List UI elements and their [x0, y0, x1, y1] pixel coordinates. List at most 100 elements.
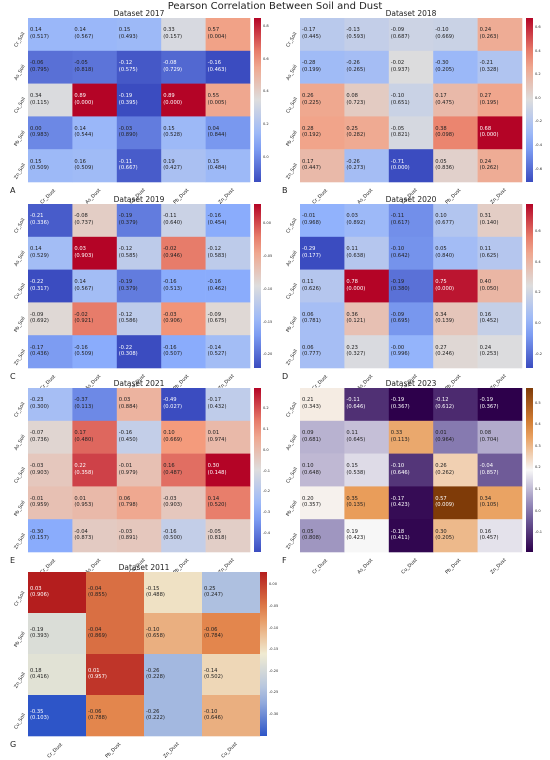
heatmap-cell: [388, 420, 434, 454]
heatmap-cell: [477, 18, 523, 52]
heatmap-cell: [388, 83, 434, 117]
cell-value-label: -0.10 (0.646): [390, 463, 410, 476]
cell-value-label: 0.09 (0.681): [302, 430, 321, 443]
heatmap-cell: [116, 486, 162, 520]
cell-value-label: -0.16 (0.513): [163, 279, 183, 292]
cell-value-label: -0.37 (0.113): [74, 397, 94, 410]
heatmap-cell: [86, 654, 145, 696]
heatmap-cell: [72, 83, 118, 117]
heatmap-cell: [477, 269, 523, 303]
colorbar-tick-label: -0.05: [269, 604, 279, 609]
panel-letter: F: [282, 556, 287, 565]
heatmap-cell: [433, 18, 478, 52]
cell-value-label: -0.19 (0.395): [118, 93, 138, 106]
heatmap-cell: [433, 269, 478, 303]
heatmap-panel-c: Dataset 2019 C -0.21 (0.336) -0.08 (0.737) -…: [10, 195, 276, 392]
heatmap-cell: [161, 335, 206, 369]
cell-value-label: 0.78 (0.000): [346, 279, 366, 292]
heatmap-cell: [161, 236, 206, 270]
heatmap-cell: [72, 335, 118, 369]
colorbar-tick-label: -0.2: [535, 351, 543, 356]
cell-value-label: 0.57 (0.009): [435, 495, 455, 509]
cell-value-label: 0.05 (0.840): [435, 246, 455, 259]
cell-value-label: 0.16 (0.487): [163, 463, 183, 476]
cell-value-label: -0.03 (0.891): [118, 528, 138, 542]
heatmap-svg: [28, 388, 261, 553]
cell-value-label: 0.34 (0.139): [435, 311, 455, 325]
cell-value-label: 0.16 (0.452): [479, 311, 499, 325]
colorbar-tick-label: -0.1: [535, 530, 543, 535]
cell-value-label: -0.16 (0.507): [163, 344, 183, 358]
heatmap-cell: [388, 388, 434, 422]
cell-value-label: -0.35 (0.103): [30, 708, 49, 722]
heatmap-cell: [433, 116, 478, 150]
heatmap-cell: [161, 453, 206, 487]
colorbar-tick-label: 0.0: [535, 508, 541, 513]
cell-value-label: 0.20 (0.357): [302, 495, 321, 509]
heatmap-cell: [388, 335, 434, 369]
heatmap-cell: [144, 613, 203, 655]
heatmap-cell: [116, 302, 162, 336]
heatmap-cell: [477, 83, 523, 117]
colorbar-tick-label: 0.4: [535, 422, 541, 427]
heatmap-cell: [433, 453, 478, 487]
heatmap-cell: [433, 302, 478, 336]
colorbar-tick-label: -0.3: [263, 510, 271, 515]
cell-value-label: 0.30 (0.148): [207, 463, 227, 476]
cell-value-label: 0.05 (0.808): [302, 528, 321, 542]
heatmap-cell: [344, 149, 390, 183]
heatmap-cell: [28, 695, 87, 737]
colorbar-tick-label: 0.4: [535, 259, 541, 264]
panel-title: Dataset 2011: [118, 563, 170, 572]
panel-letter: B: [282, 186, 288, 195]
heatmap-cell: [161, 269, 206, 303]
colorbar-tick-label: -0.6: [535, 166, 543, 171]
cell-value-label: -0.17 (0.436): [30, 344, 49, 358]
heatmap-cell: [477, 236, 523, 270]
heatmap-cell: [28, 654, 87, 696]
heatmap-cell: [205, 116, 251, 150]
heatmap-cell: [300, 388, 345, 422]
cell-value-label: -0.12 (0.586): [118, 311, 138, 325]
cell-value-label: 0.25 (0.247): [204, 585, 223, 599]
colorbar-tick-label: 0.2: [535, 72, 541, 77]
cell-value-label: -0.19 (0.367): [390, 397, 410, 410]
cell-value-label: -0.11 (0.640): [163, 213, 183, 226]
heatmap-cell: [72, 236, 118, 270]
cell-value-label: -0.10 (0.669): [435, 27, 455, 40]
panel-title: Dataset 2017: [113, 9, 165, 18]
colorbar-tick-label: 0.00: [269, 582, 278, 587]
heatmap-cell: [28, 335, 73, 369]
cell-value-label: -0.05 (0.821): [390, 125, 410, 139]
heatmap-cell: [388, 486, 434, 520]
cell-value-label: 0.57 (0.004): [207, 27, 227, 40]
cell-value-label: -0.07 (0.736): [30, 430, 49, 443]
heatmap-cell: [72, 453, 118, 487]
colorbar-tick-label: 0.4: [263, 89, 269, 94]
cell-value-label: 0.11 (0.638): [346, 246, 366, 259]
heatmap-cell: [116, 116, 162, 150]
cell-value-label: 0.01 (0.974): [207, 430, 227, 443]
cell-value-label: 0.08 (0.723): [346, 93, 366, 106]
cell-value-label: 0.04 (0.844): [207, 125, 227, 139]
cell-value-label: 0.03 (0.906): [30, 585, 49, 599]
colorbar: [254, 204, 261, 368]
heatmap-cell: [477, 519, 523, 553]
heatmap-cell: [344, 453, 390, 487]
cell-value-label: -0.17 (0.423): [390, 495, 410, 509]
cell-value-label: -0.11 (0.617): [390, 213, 410, 226]
cell-value-label: 0.11 (0.626): [302, 279, 321, 292]
cell-value-label: 0.26 (0.225): [302, 93, 321, 106]
cell-value-label: 0.03 (0.903): [74, 246, 94, 259]
heatmap-cell: [433, 388, 478, 422]
heatmap-cell: [161, 149, 206, 183]
figure: Pearson Correlation Between Soil and Dus…: [10, 1, 543, 760]
panel-letter: E: [10, 556, 16, 565]
colorbar-tick-label: -0.4: [263, 530, 271, 535]
heatmap-cell: [28, 613, 87, 655]
cell-value-label: -0.15 (0.488): [146, 585, 165, 599]
cell-value-label: -0.01 (0.968): [302, 213, 321, 226]
colorbar: [254, 388, 261, 552]
colorbar-tick-label: -0.30: [269, 711, 279, 716]
colorbar-tick-label: -0.1: [263, 468, 271, 473]
